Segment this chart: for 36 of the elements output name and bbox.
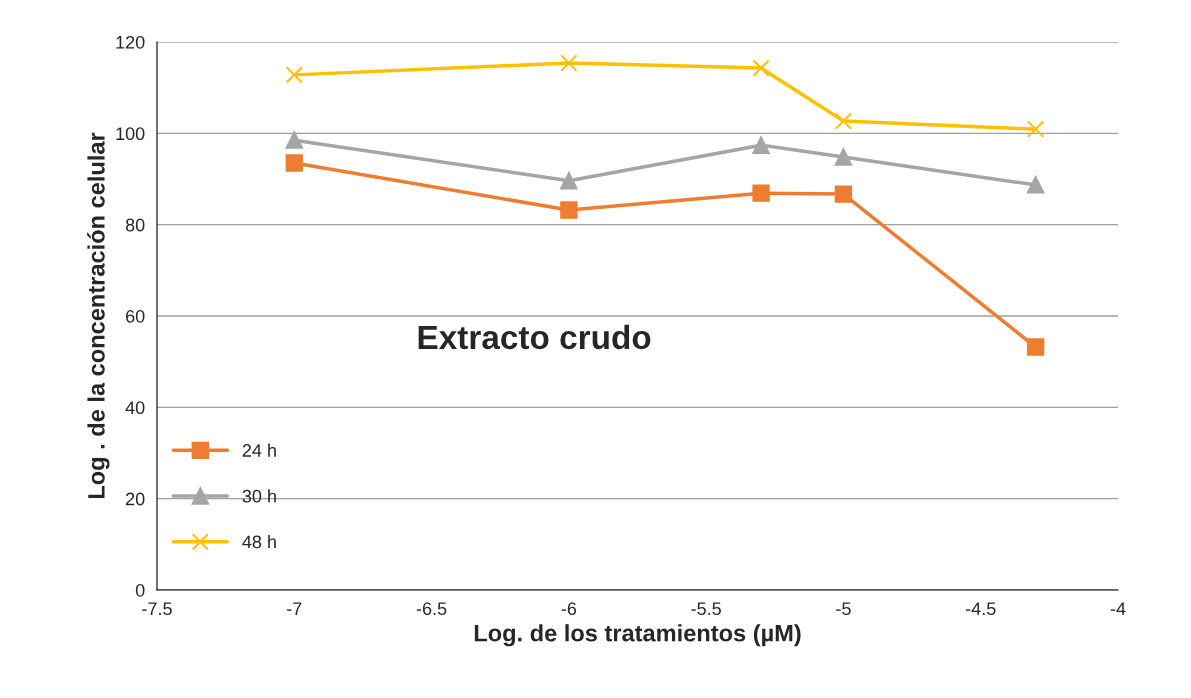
y-tick-label: 20: [126, 492, 145, 506]
x-tick-label: -5: [836, 602, 851, 616]
y-tick-label: 40: [125, 401, 145, 415]
point: [834, 185, 853, 203]
point: [560, 201, 578, 219]
legend-label: 24 h: [242, 443, 276, 457]
y-axis-title: Log . de la concentración celular: [87, 132, 110, 499]
point: [285, 154, 303, 172]
point: [285, 131, 303, 149]
x-tick-label: -7: [287, 602, 302, 615]
x-tick-label: -6.5: [416, 602, 447, 616]
point: [560, 172, 578, 190]
point: [1026, 176, 1045, 194]
annotation: Extracto crudo: [418, 324, 651, 350]
point: [1026, 120, 1045, 138]
point: [834, 112, 853, 130]
x-tick-label: -5.5: [691, 602, 721, 616]
point: [752, 184, 770, 202]
point: [834, 148, 853, 166]
point: [560, 54, 578, 72]
legend-label: 30 h: [242, 489, 276, 503]
point: [752, 59, 770, 77]
y-tick-label: 80: [125, 218, 145, 232]
y-tick-label: 0: [135, 583, 145, 597]
y-tick-label: 100: [116, 127, 145, 141]
x-tick-label: -4: [1110, 602, 1126, 615]
y-tick-label: 60: [126, 309, 145, 323]
point: [285, 66, 303, 84]
y-tick-label: 120: [116, 35, 145, 49]
legend-label: 48 h: [242, 535, 276, 549]
x-tick-label: -4.5: [965, 602, 996, 616]
point: [752, 136, 770, 154]
x-tick-label: -7.5: [142, 602, 172, 616]
x-axis-title: Log. de los tratamientos (µM): [474, 624, 801, 647]
point: [1026, 338, 1045, 356]
x-tick-label: -6: [561, 602, 577, 616]
